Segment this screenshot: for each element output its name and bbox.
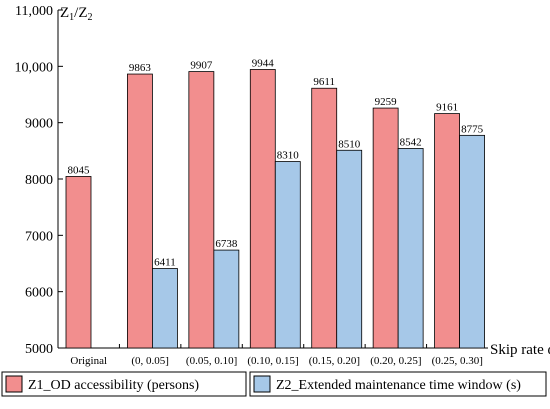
bar-z1 bbox=[188, 71, 215, 349]
data-label-z2: 6411 bbox=[154, 257, 176, 269]
x-category-label: (0, 0.05] bbox=[131, 355, 169, 367]
bar-z2 bbox=[397, 148, 424, 349]
bar-z1 bbox=[249, 69, 276, 349]
bar-z1 bbox=[434, 113, 460, 349]
bar-z2 bbox=[274, 161, 301, 349]
x-category-label: (0.15, 0.20] bbox=[309, 355, 360, 367]
bar-z2 bbox=[459, 134, 485, 349]
data-label-z1: 9907 bbox=[190, 60, 213, 72]
x-category-label: (0.05, 0.10] bbox=[186, 355, 237, 367]
bar-z1 bbox=[127, 73, 153, 349]
bar-z2 bbox=[336, 149, 363, 349]
y-tick-label: 7000 bbox=[25, 229, 53, 244]
legend-label-z1: Z1_OD accessibility (persons) bbox=[28, 378, 199, 393]
bar-z2 bbox=[152, 268, 178, 349]
x-category-label: (0.25, 0.30] bbox=[432, 355, 483, 367]
data-label-z2: 8542 bbox=[400, 136, 422, 148]
y-axis-title-part: 1 bbox=[69, 12, 74, 23]
bars bbox=[65, 69, 485, 349]
legend-swatch-z1 bbox=[5, 375, 23, 393]
data-label-z2: 8310 bbox=[277, 150, 300, 162]
legend-swatch-z2 bbox=[253, 375, 271, 393]
y-tick-label: 8000 bbox=[25, 173, 53, 188]
bar-z1 bbox=[372, 107, 399, 349]
data-labels: 8045 9863 6411 9907 6738 9944 8310 9611 8510 9259… bbox=[68, 57, 484, 268]
y-tick-label: 10,000 bbox=[15, 60, 54, 75]
data-label-z1: 9863 bbox=[129, 62, 152, 74]
y-tick-label: 6000 bbox=[25, 286, 53, 301]
data-label-z2: 6738 bbox=[215, 238, 238, 250]
y-axis-ticks: 5000 6000 7000 8000 9000 10,000 11,000 bbox=[15, 4, 63, 357]
y-axis-title-part: /Z bbox=[74, 5, 87, 21]
x-category-label: Original bbox=[70, 355, 107, 367]
data-label-z1: 9611 bbox=[313, 76, 335, 88]
y-axis-title: Z1/Z2 bbox=[60, 5, 93, 23]
legend-box-z2 bbox=[249, 371, 547, 397]
y-axis-title-part: 2 bbox=[88, 12, 93, 23]
legend-label-z2: Z2_Extended maintenance time window (s) bbox=[276, 378, 521, 393]
data-label-z1: 9161 bbox=[436, 102, 458, 114]
data-label-z1: 9944 bbox=[252, 57, 275, 69]
data-label-z1: 8045 bbox=[68, 164, 91, 176]
y-tick-label: 9000 bbox=[25, 117, 53, 132]
y-tick-label: 11,000 bbox=[15, 4, 53, 19]
bar-z1 bbox=[65, 176, 92, 349]
bar-z1 bbox=[311, 87, 338, 349]
legend-box-z1 bbox=[1, 371, 247, 397]
data-label-z2: 8775 bbox=[461, 123, 484, 135]
x-category-label: (0.10, 0.15] bbox=[247, 355, 298, 367]
y-tick-label: 5000 bbox=[25, 342, 53, 357]
x-axis-title: Skip rate α bbox=[490, 342, 550, 358]
data-label-z1: 9259 bbox=[375, 96, 398, 108]
y-axis-title-part: Z bbox=[60, 5, 69, 21]
x-category-label: (0.20, 0.25] bbox=[370, 355, 421, 367]
x-axis-categories: Original (0, 0.05] (0.05, 0.10] (0.10, 0.15… bbox=[70, 355, 483, 367]
data-label-z2: 8510 bbox=[338, 138, 361, 150]
bar-z2 bbox=[213, 249, 240, 349]
legend: Z1_OD accessibility (persons) Z2_Extende… bbox=[1, 371, 547, 397]
